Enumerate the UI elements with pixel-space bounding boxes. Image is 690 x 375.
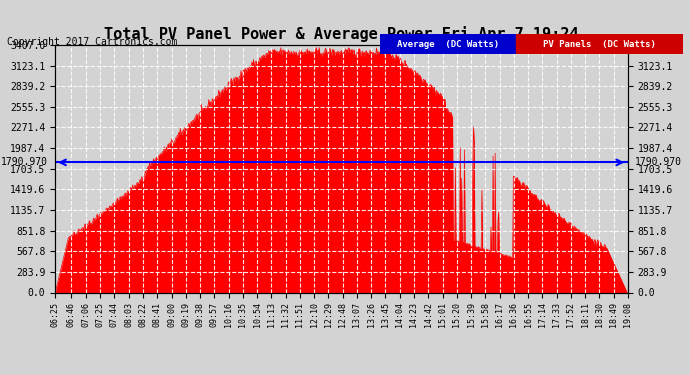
Bar [516, 34, 683, 54]
Text: Average  (DC Watts): Average (DC Watts) [397, 40, 499, 49]
Text: PV Panels  (DC Watts): PV Panels (DC Watts) [543, 40, 656, 49]
Text: 1790.970: 1790.970 [635, 158, 682, 167]
Title: Total PV Panel Power & Average Power Fri Apr 7 19:24: Total PV Panel Power & Average Power Fri… [104, 27, 579, 42]
Bar [380, 34, 516, 54]
Text: Copyright 2017 Cartronics.com: Copyright 2017 Cartronics.com [7, 37, 177, 47]
Text: 1790.970: 1790.970 [1, 158, 48, 167]
